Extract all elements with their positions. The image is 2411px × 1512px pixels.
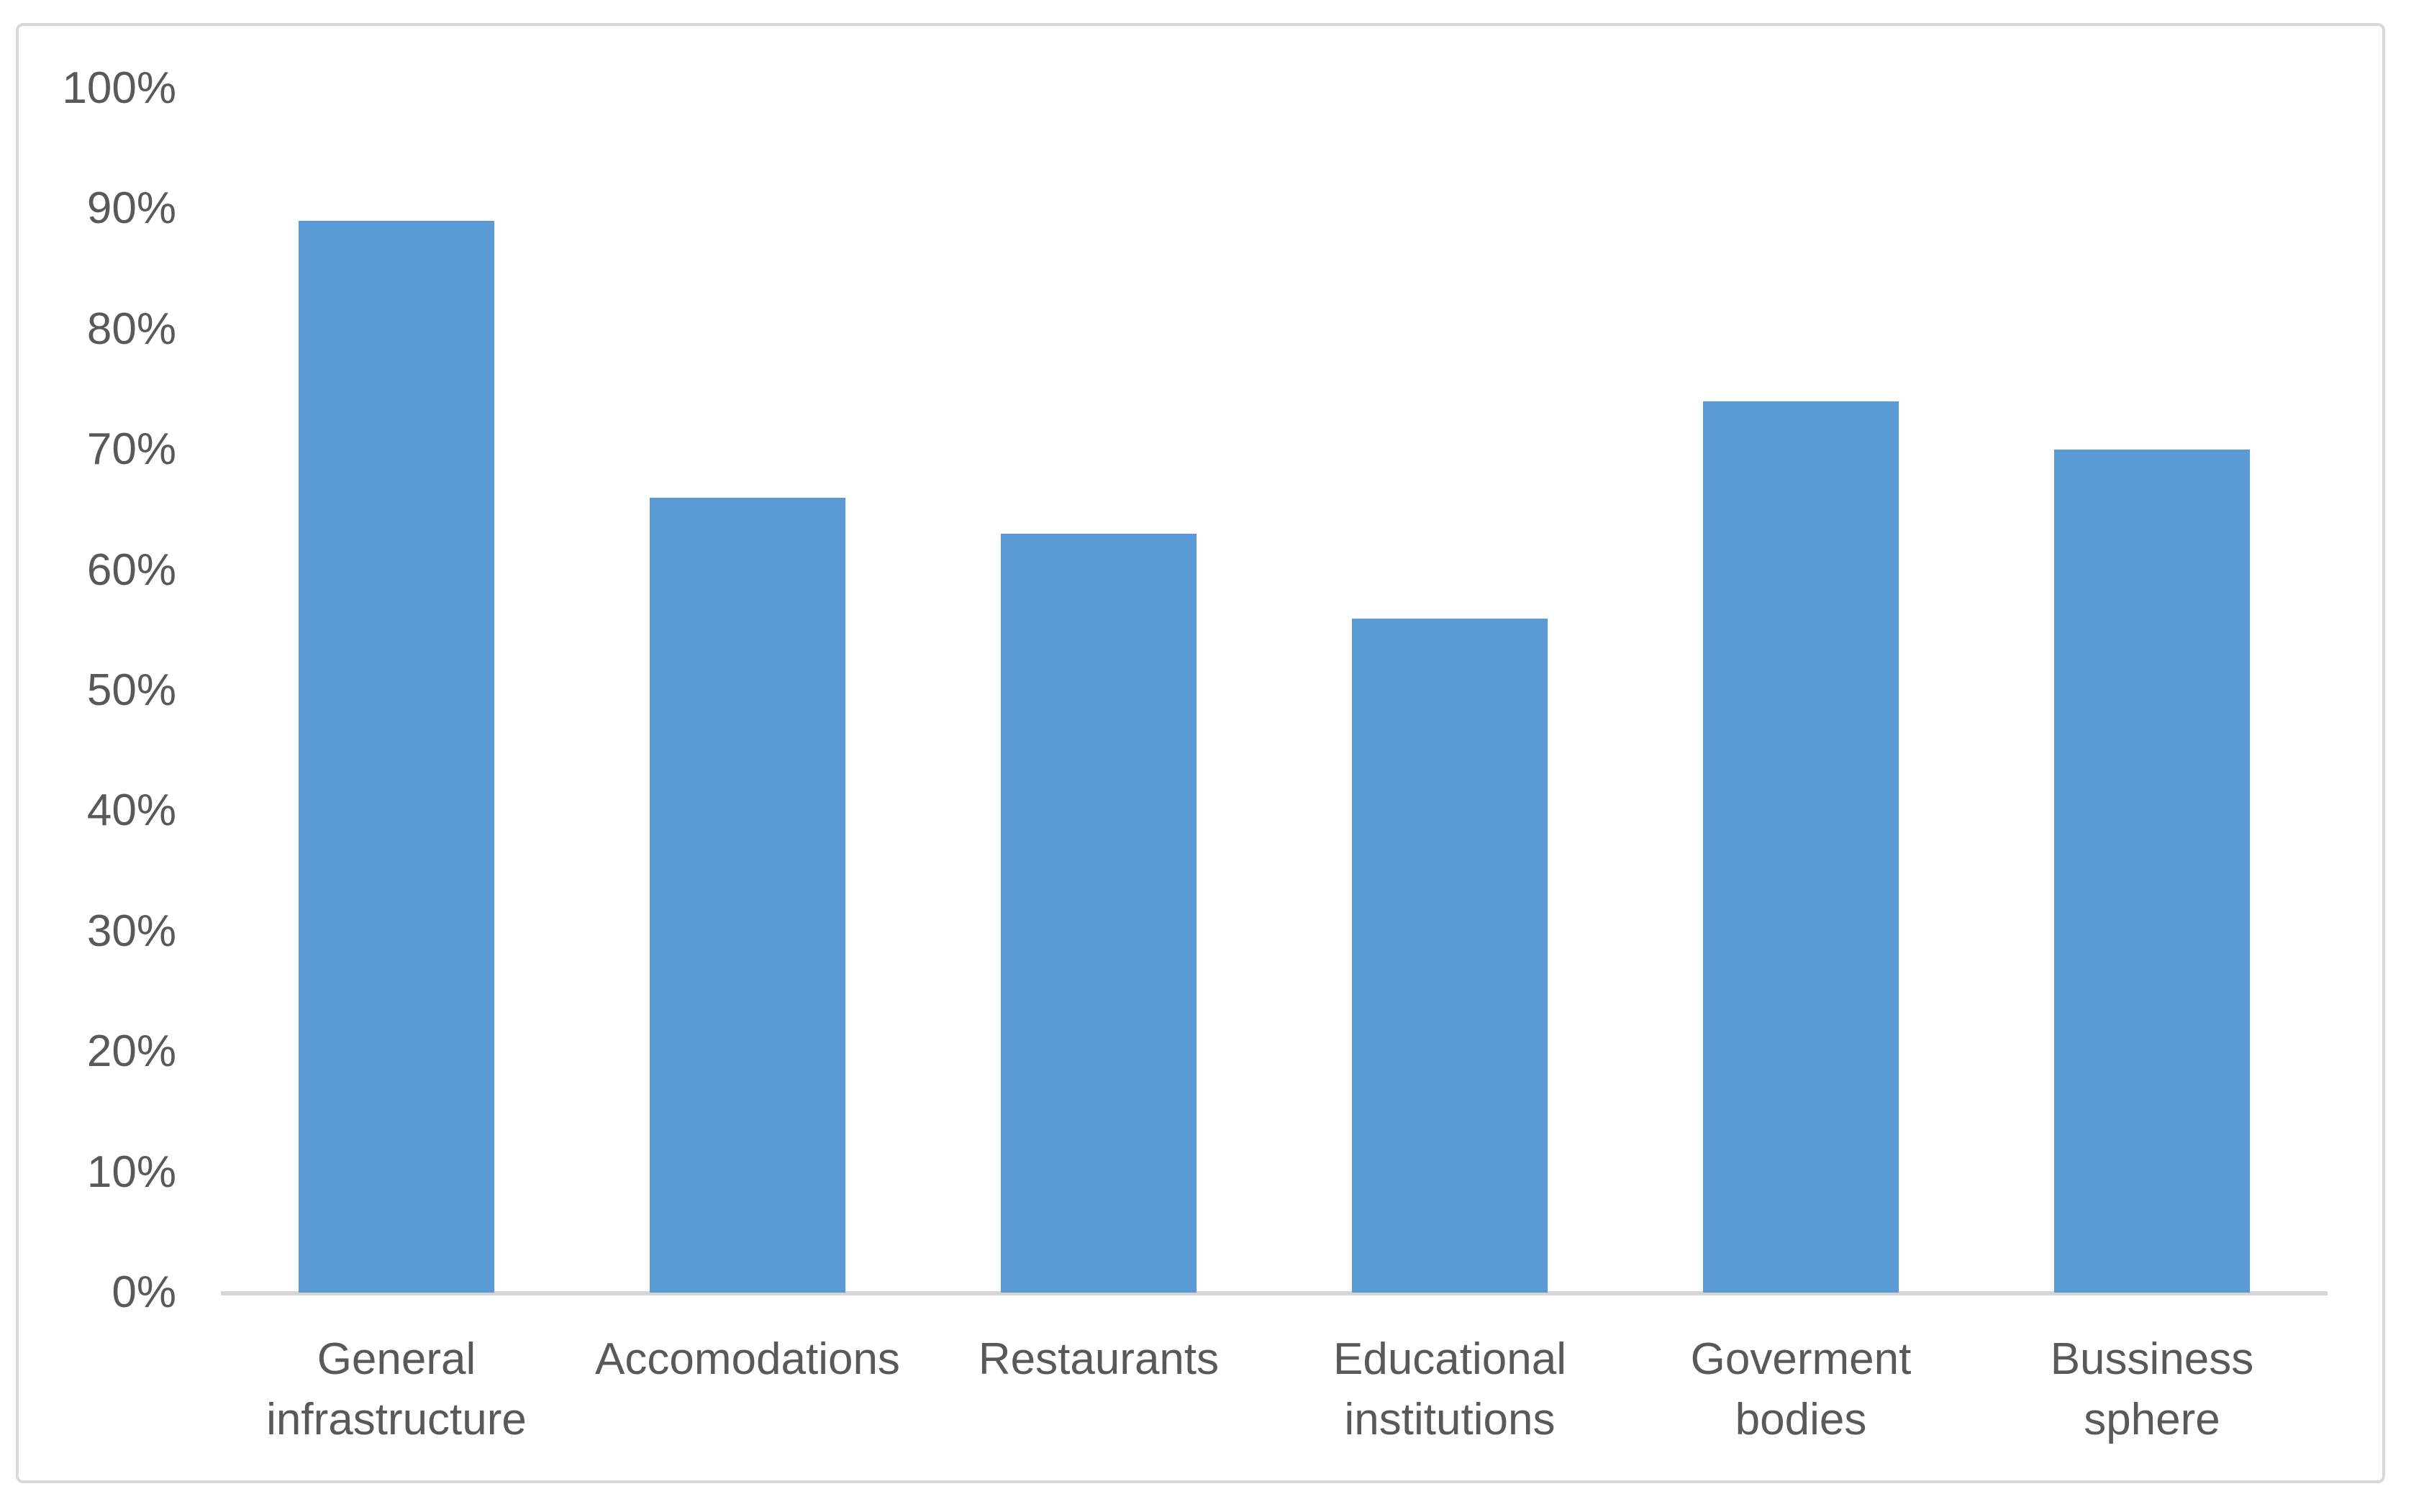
category-label-2: Accomodations — [595, 1334, 900, 1384]
y-tick-label-70pct: 70% — [86, 424, 176, 475]
x-axis-line — [221, 1291, 2328, 1295]
y-tick-label-20pct: 20% — [86, 1026, 176, 1077]
y-tick-label-80pct: 80% — [86, 304, 176, 354]
bar-6 — [2054, 450, 2250, 1293]
bar-5 — [1703, 401, 1899, 1293]
category-label-4: Educational institutions — [1332, 1334, 1567, 1444]
y-tick-label-10pct: 10% — [86, 1147, 176, 1197]
category-label-5: Goverment bodies — [1690, 1334, 1912, 1444]
bar-2 — [650, 498, 845, 1293]
y-tick-label-50pct: 50% — [86, 665, 176, 715]
y-tick-label-90pct: 90% — [86, 183, 176, 234]
bar-3 — [1001, 534, 1197, 1293]
y-tick-label-100pct: 100% — [62, 63, 176, 113]
category-label-3: Restaurants — [978, 1334, 1220, 1384]
bar-1 — [299, 221, 494, 1293]
category-label-6: Bussiness sphere — [2050, 1334, 2254, 1444]
y-tick-label-40pct: 40% — [86, 785, 176, 836]
category-label-1: General infrastructure — [266, 1334, 527, 1444]
y-tick-label-30pct: 30% — [86, 906, 176, 956]
y-tick-label-0pct: 0% — [112, 1267, 176, 1317]
bar-4 — [1352, 618, 1548, 1293]
y-tick-label-60pct: 60% — [86, 545, 176, 595]
